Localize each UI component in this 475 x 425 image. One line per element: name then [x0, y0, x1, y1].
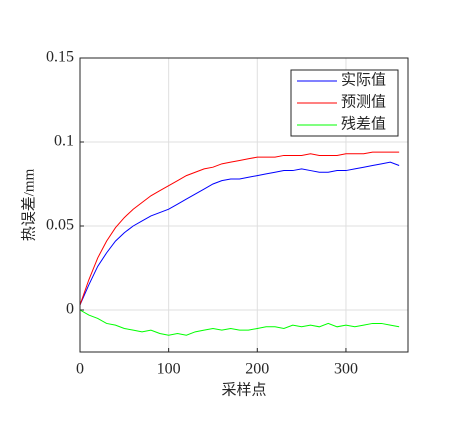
- y-tick-label: 0.1: [54, 133, 74, 150]
- y-tick-label: 0.15: [46, 49, 74, 66]
- y-axis-label: 热误差/mm: [20, 168, 37, 241]
- x-tick-label: 200: [245, 361, 269, 378]
- y-tick-label: 0: [66, 301, 74, 318]
- line-series: [79, 161, 400, 306]
- legend-label: 实际值: [341, 71, 386, 88]
- y-tick-label: 0.05: [46, 217, 74, 234]
- axes-box: [79, 57, 409, 353]
- x-tick-label: 100: [157, 361, 181, 378]
- line-series: [79, 309, 400, 336]
- x-tick-label: 0: [76, 361, 84, 378]
- x-axis-label: 采样点: [221, 381, 266, 398]
- legend-label: 残差值: [341, 115, 386, 132]
- x-tick-label: 300: [334, 361, 358, 378]
- legend-label: 预测值: [341, 93, 386, 110]
- line-series: [79, 151, 400, 306]
